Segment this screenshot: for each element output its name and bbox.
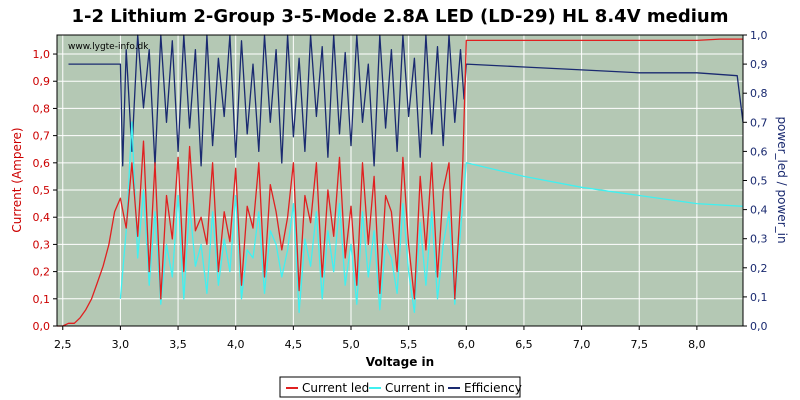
y-left-tick-label: 0,1: [33, 293, 51, 306]
x-axis: 2,5 3,0 3,5 4,0 4,5 5,0 5,5 6,0 6,5 7,0 7,5 8,0: [54, 326, 706, 351]
x-tick-label: 8,0: [688, 338, 706, 351]
y-left-tick-label: 0,8: [33, 102, 51, 115]
y-right-tick-label: 0,4: [750, 204, 768, 217]
y-left-tick-label: 0,3: [33, 238, 51, 251]
y-axis-right-label: power_led / power_in: [775, 116, 789, 243]
y-right-tick-label: 0,0: [750, 320, 768, 333]
x-tick-label: 6,0: [458, 338, 476, 351]
series-layer: [57, 34, 744, 327]
y-right-tick-label: 0,9: [750, 58, 768, 71]
chart-title: 1-2 Lithium 2-Group 3-5-Mode 2.8A LED (L…: [72, 6, 729, 27]
y-right-tick-label: 0,6: [750, 145, 768, 158]
y-left-tick-label: 0,9: [33, 75, 51, 88]
legend-box: [279, 376, 521, 398]
y-axis-right: 0,0 0,1 0,2 0,3 0,4 0,5 0,6 0,7 0,8 0,9 1,0: [743, 29, 768, 333]
x-axis-label: Voltage in: [366, 355, 434, 369]
watermark: www.lygte-info.dk: [68, 42, 149, 52]
x-tick-label: 3,0: [112, 338, 130, 351]
y-left-tick-label: 0,2: [33, 266, 51, 279]
legend: Current led Current in Efficiency: [279, 376, 522, 398]
x-tick-label: 5,0: [342, 338, 360, 351]
y-right-tick-label: 0,3: [750, 233, 768, 246]
legend-label-current-led: Current led: [302, 381, 369, 395]
y-left-tick-label: 0,0: [33, 320, 51, 333]
series-current-led: [57, 38, 743, 327]
series-efficiency: [68, 34, 744, 167]
legend-label-efficiency: Efficiency: [464, 381, 522, 395]
x-tick-label: 4,0: [227, 338, 245, 351]
y-right-tick-label: 0,5: [750, 175, 768, 188]
series-current-in: [119, 121, 744, 314]
y-right-tick-label: 0,8: [750, 87, 768, 100]
legend-label-current-in: Current in: [385, 381, 445, 395]
y-axis-left: 0,0 0,1 0,2 0,3 0,4 0,5 0,6 0,7 0,8 0,9 1,0: [33, 48, 57, 333]
x-tick-label: 5,5: [400, 338, 418, 351]
y-left-tick-label: 0,6: [33, 157, 51, 170]
y-left-tick-label: 0,4: [33, 211, 51, 224]
x-tick-label: 6,5: [515, 338, 533, 351]
y-left-tick-label: 1,0: [33, 48, 51, 61]
x-tick-label: 7,0: [573, 338, 591, 351]
y-axis-left-label: Current (Ampere): [10, 127, 24, 232]
x-tick-label: 7,5: [630, 338, 648, 351]
x-tick-label: 4,5: [285, 338, 303, 351]
y-right-tick-label: 0,1: [750, 291, 768, 304]
y-left-tick-label: 0,7: [33, 130, 51, 143]
y-right-tick-label: 1,0: [750, 29, 768, 42]
y-right-tick-label: 0,7: [750, 116, 768, 129]
x-tick-label: 2,5: [54, 338, 72, 351]
y-left-tick-label: 0,5: [33, 184, 51, 197]
x-tick-label: 3,5: [169, 338, 187, 351]
y-right-tick-label: 0,2: [750, 262, 768, 275]
